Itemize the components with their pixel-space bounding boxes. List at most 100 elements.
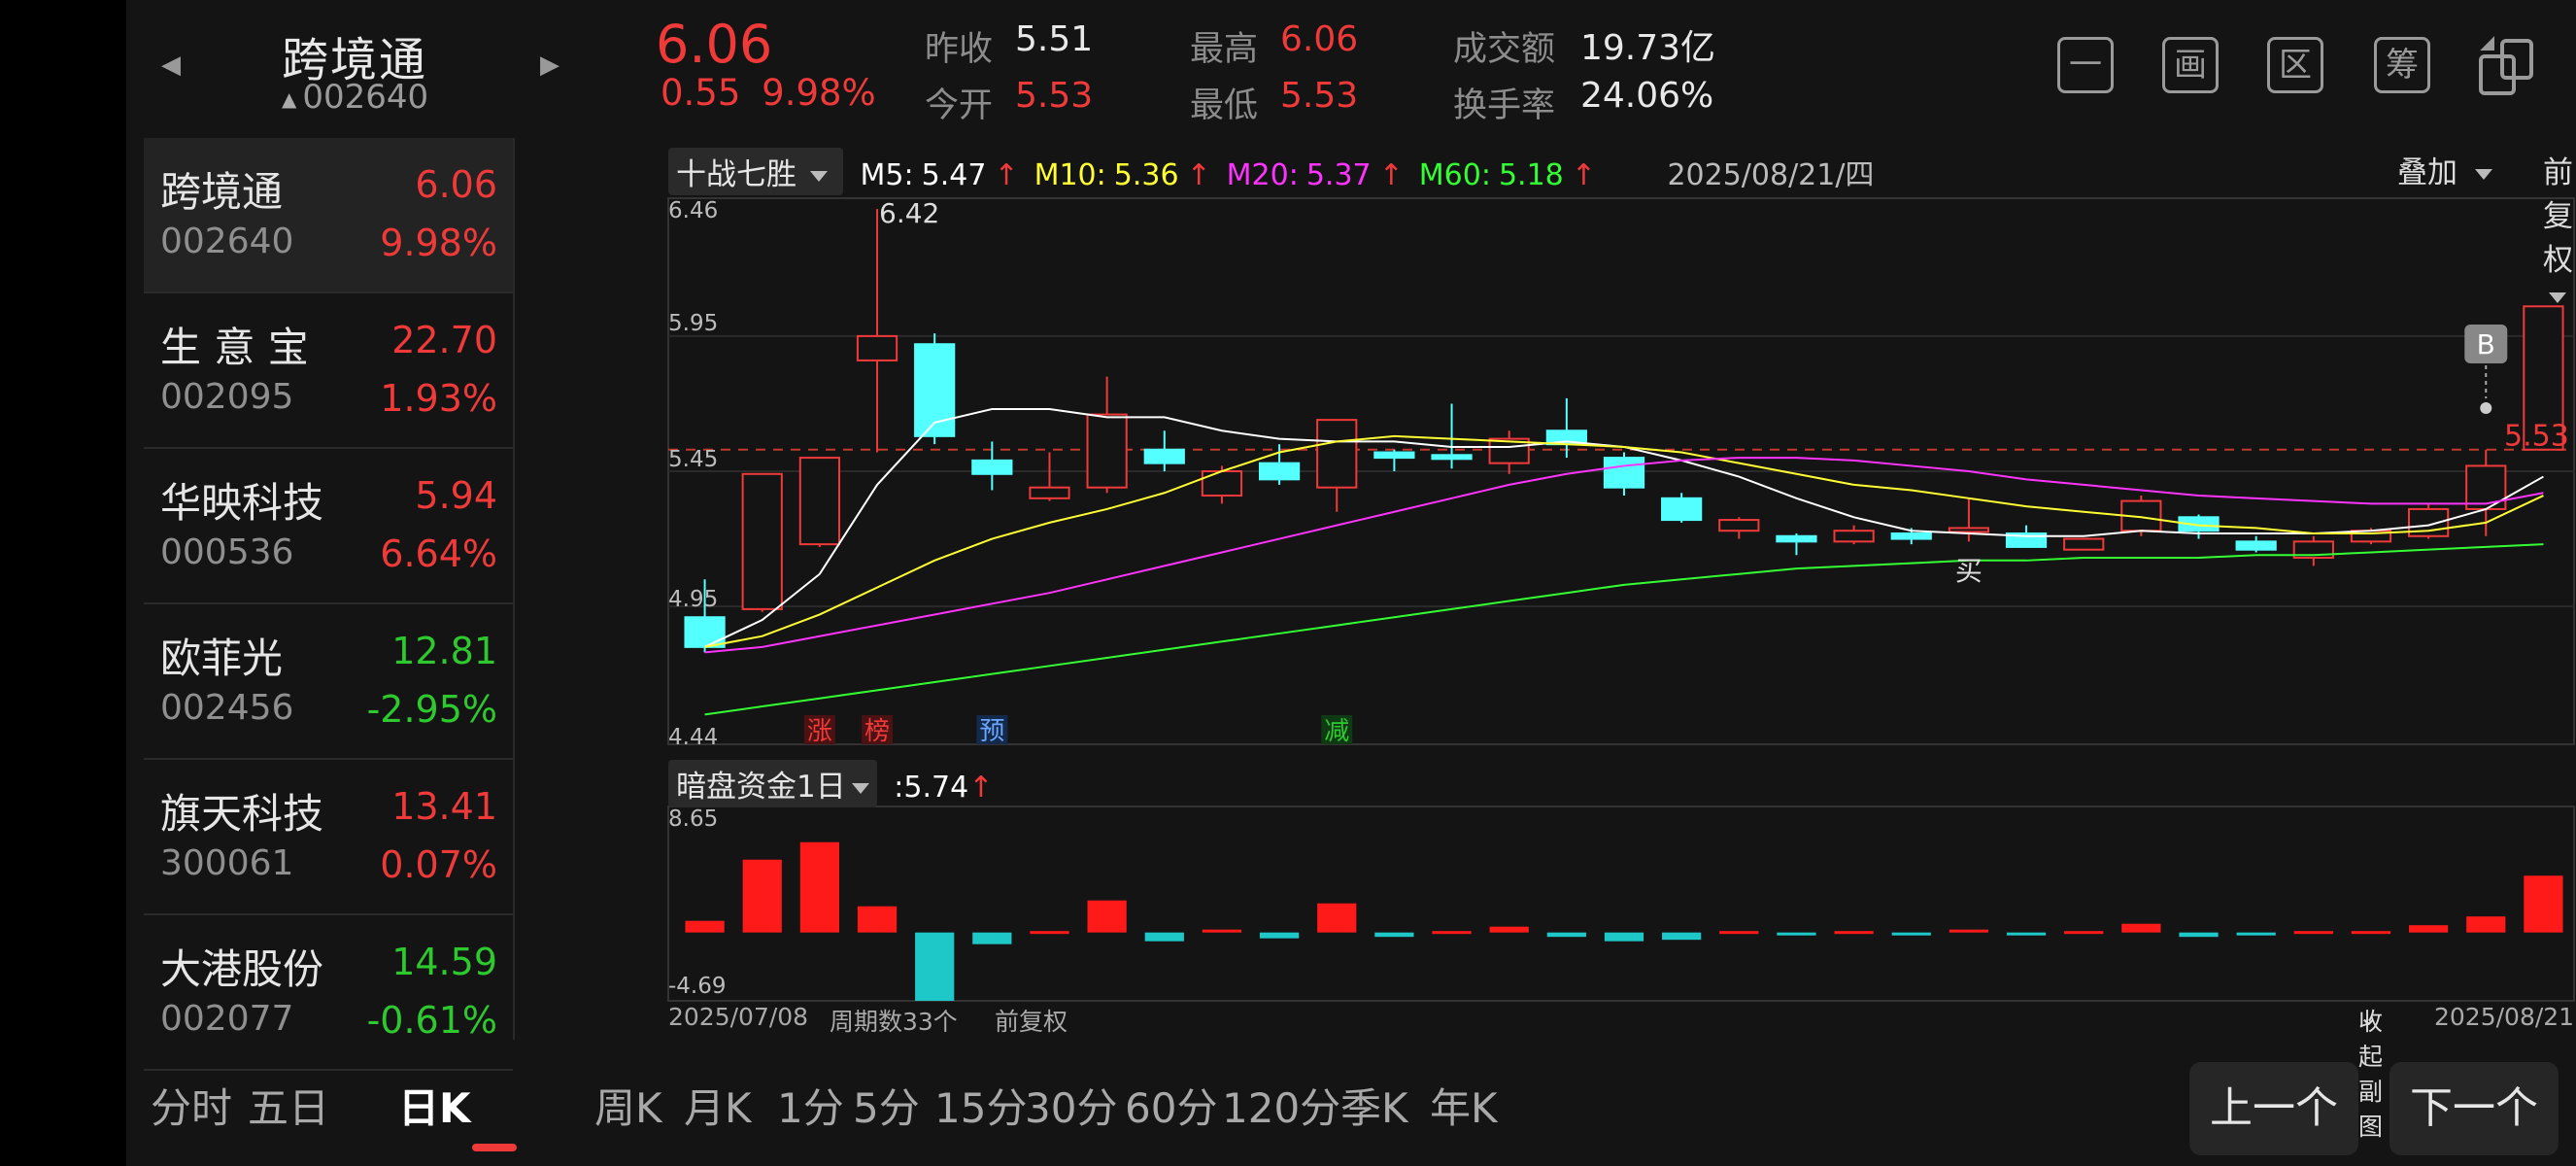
low-label: 最低 xyxy=(1190,86,1259,125)
list-item-percent: 6.64% xyxy=(380,532,497,575)
high-label: 最高 xyxy=(1190,30,1259,69)
sub-bar xyxy=(1202,929,1242,933)
sub-bar xyxy=(1432,931,1472,935)
low-value: 5.53 xyxy=(1280,76,1359,116)
b-marker-dot xyxy=(2480,402,2492,414)
sub-indicator-select[interactable]: 暗盘资金1日 xyxy=(668,760,877,807)
tab-period[interactable]: 五日 xyxy=(248,1084,330,1132)
sub-indicator-value: :5.74 xyxy=(894,771,969,805)
ma-value: 5.37 xyxy=(1305,158,1372,192)
list-item-percent: 9.98% xyxy=(380,222,497,264)
list-item-name: 大港股份 xyxy=(160,945,324,993)
adjust-select[interactable]: 前复权 xyxy=(2543,148,2576,314)
prev-stock-arrow-icon[interactable]: ◀ xyxy=(161,51,181,80)
list-item-price: 12.81 xyxy=(391,630,497,672)
sub-bar xyxy=(972,932,1012,944)
tab-period[interactable]: 季K xyxy=(1340,1084,1408,1132)
tab-period[interactable]: 120分 xyxy=(1222,1084,1341,1132)
ma-label: M10: xyxy=(1034,158,1106,192)
list-item[interactable]: 跨境通 002640 6.06 9.98% xyxy=(144,138,513,293)
sub-bar xyxy=(742,859,782,933)
current-price-label: 5.53 xyxy=(2504,420,2569,454)
high-value: 6.06 xyxy=(1280,19,1359,59)
event-marker-box xyxy=(803,715,835,744)
chip-tool-icon[interactable]: 筹 xyxy=(2374,37,2430,93)
list-item-percent: -0.61% xyxy=(366,999,497,1042)
next-stock-arrow-icon[interactable]: ▶ xyxy=(540,51,559,80)
rate-value: 24.06% xyxy=(1580,76,1714,116)
indicator-select[interactable]: 十战七胜 xyxy=(668,148,843,195)
buy-marker-label: 买 xyxy=(1955,555,1983,587)
sub-bar xyxy=(2179,932,2219,938)
sub-frame xyxy=(667,806,2575,1002)
candle-body xyxy=(1373,451,1415,460)
list-item[interactable]: 华映科技 000536 5.94 6.64% xyxy=(144,449,513,604)
rotate-screen-icon[interactable] xyxy=(2475,35,2539,103)
y-tick: 4.44 xyxy=(668,725,719,750)
next-button[interactable]: 下一个 xyxy=(2390,1062,2559,1155)
candle-body xyxy=(2178,516,2220,532)
candle-body xyxy=(798,457,840,546)
candle-body xyxy=(741,472,783,610)
sub-bar xyxy=(2524,875,2563,933)
range-tool-icon[interactable]: 区 xyxy=(2267,37,2323,93)
overlay-select[interactable]: 叠加 xyxy=(2397,148,2492,191)
tab-period[interactable]: 日K xyxy=(398,1084,471,1132)
period-count: 周期数33个 xyxy=(830,1008,958,1036)
tab-period[interactable]: 5分 xyxy=(853,1084,920,1132)
candle-body xyxy=(1029,486,1070,499)
sub-bar xyxy=(2064,931,2104,935)
candle-body xyxy=(1316,419,1358,489)
sub-bar xyxy=(1087,900,1127,933)
list-item[interactable]: 旗天科技 300061 13.41 0.07% xyxy=(144,760,513,915)
event-marker-box xyxy=(976,715,1008,744)
list-item-code: 002095 xyxy=(160,377,294,417)
tab-period[interactable]: 1分 xyxy=(777,1084,844,1132)
ma-value: 5.47 xyxy=(921,158,987,192)
prev-close-value: 5.51 xyxy=(1015,19,1094,59)
sub-bar xyxy=(2236,932,2276,936)
ma-legend-item: M5: 5.47 ↑ xyxy=(861,158,1027,192)
list-item[interactable]: 欧菲光 002456 12.81 -2.95% xyxy=(144,604,513,760)
candle-body xyxy=(2465,464,2507,510)
list-item[interactable]: 大港股份 002077 14.59 -0.61% xyxy=(144,915,513,1071)
active-tab-indicator xyxy=(472,1144,517,1151)
sub-bar xyxy=(1662,932,1702,941)
open-label: 今开 xyxy=(925,86,994,125)
stock-code-text: 002640 xyxy=(302,78,429,117)
list-item[interactable]: 生 意 宝 002095 22.70 1.93% xyxy=(144,293,513,449)
candle-body xyxy=(1143,448,1185,464)
ma-value: 5.18 xyxy=(1498,158,1564,192)
tab-period[interactable]: 周K xyxy=(594,1084,662,1132)
ma-label: M5: xyxy=(860,158,914,192)
tab-period[interactable]: 年K xyxy=(1430,1084,1498,1132)
tab-period[interactable]: 月K xyxy=(684,1084,752,1132)
sub-indicator-legend: 暗盘资金1日 :5.74↑ xyxy=(668,760,993,807)
prev-button[interactable]: 上一个 xyxy=(2189,1062,2358,1155)
list-item-code: 002077 xyxy=(160,999,294,1039)
candle-body xyxy=(1833,530,1875,543)
event-marker-label: 减 xyxy=(1324,717,1349,746)
ma60-line xyxy=(704,543,2544,716)
event-marker-label: 榜 xyxy=(864,717,890,746)
sub-arrow: ↑ xyxy=(968,771,994,805)
line-tool-icon[interactable]: 一 xyxy=(2057,37,2114,93)
kline-chart[interactable]: 6.42 5.53 B 买涨榜预减 十战七胜 M5: 5.47 ↑ M10: 5.36 ↑ M20… xyxy=(532,138,2576,1141)
price-change: 0.55 9.98% xyxy=(661,72,876,114)
list-item-name: 欧菲光 xyxy=(160,634,284,682)
list-item-code: 002456 xyxy=(160,688,294,728)
tab-period[interactable]: 15分 xyxy=(934,1084,1028,1132)
event-marker-label: 涨 xyxy=(807,717,832,746)
y-tick: 5.45 xyxy=(668,447,719,472)
ma-legend: 十战七胜 M5: 5.47 ↑ M10: 5.36 ↑ M20: 5.37 ↑ M60: 5.18 ↑… xyxy=(668,148,1881,195)
tab-period[interactable]: 30分 xyxy=(1025,1084,1118,1132)
sub-bar xyxy=(2293,931,2333,935)
tab-period[interactable]: 分时 xyxy=(151,1084,233,1132)
caret-down-icon xyxy=(851,783,869,794)
draw-tool-icon[interactable]: 画 xyxy=(2162,37,2219,93)
end-date: 2025/08/21 xyxy=(2434,1003,2575,1031)
list-item-name: 生 意 宝 xyxy=(160,324,309,371)
list-item-code: 002640 xyxy=(160,222,294,261)
sub-bar xyxy=(2351,931,2391,935)
tab-period[interactable]: 60分 xyxy=(1125,1084,1218,1132)
